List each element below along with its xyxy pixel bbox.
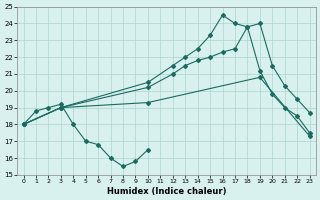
X-axis label: Humidex (Indice chaleur): Humidex (Indice chaleur) (107, 187, 226, 196)
